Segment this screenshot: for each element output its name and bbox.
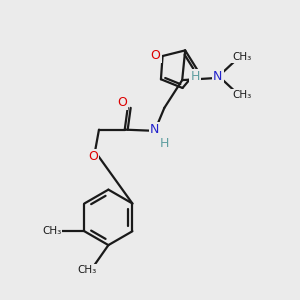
Text: O: O bbox=[88, 150, 98, 163]
Text: CH₃: CH₃ bbox=[77, 265, 96, 275]
Text: O: O bbox=[117, 96, 127, 110]
Text: H: H bbox=[160, 137, 169, 150]
Text: N: N bbox=[150, 123, 159, 136]
Text: CH₃: CH₃ bbox=[232, 52, 251, 62]
Text: H: H bbox=[190, 70, 200, 83]
Text: CH₃: CH₃ bbox=[42, 226, 61, 236]
Text: N: N bbox=[213, 70, 223, 83]
Text: O: O bbox=[151, 49, 160, 62]
Text: CH₃: CH₃ bbox=[232, 90, 251, 100]
